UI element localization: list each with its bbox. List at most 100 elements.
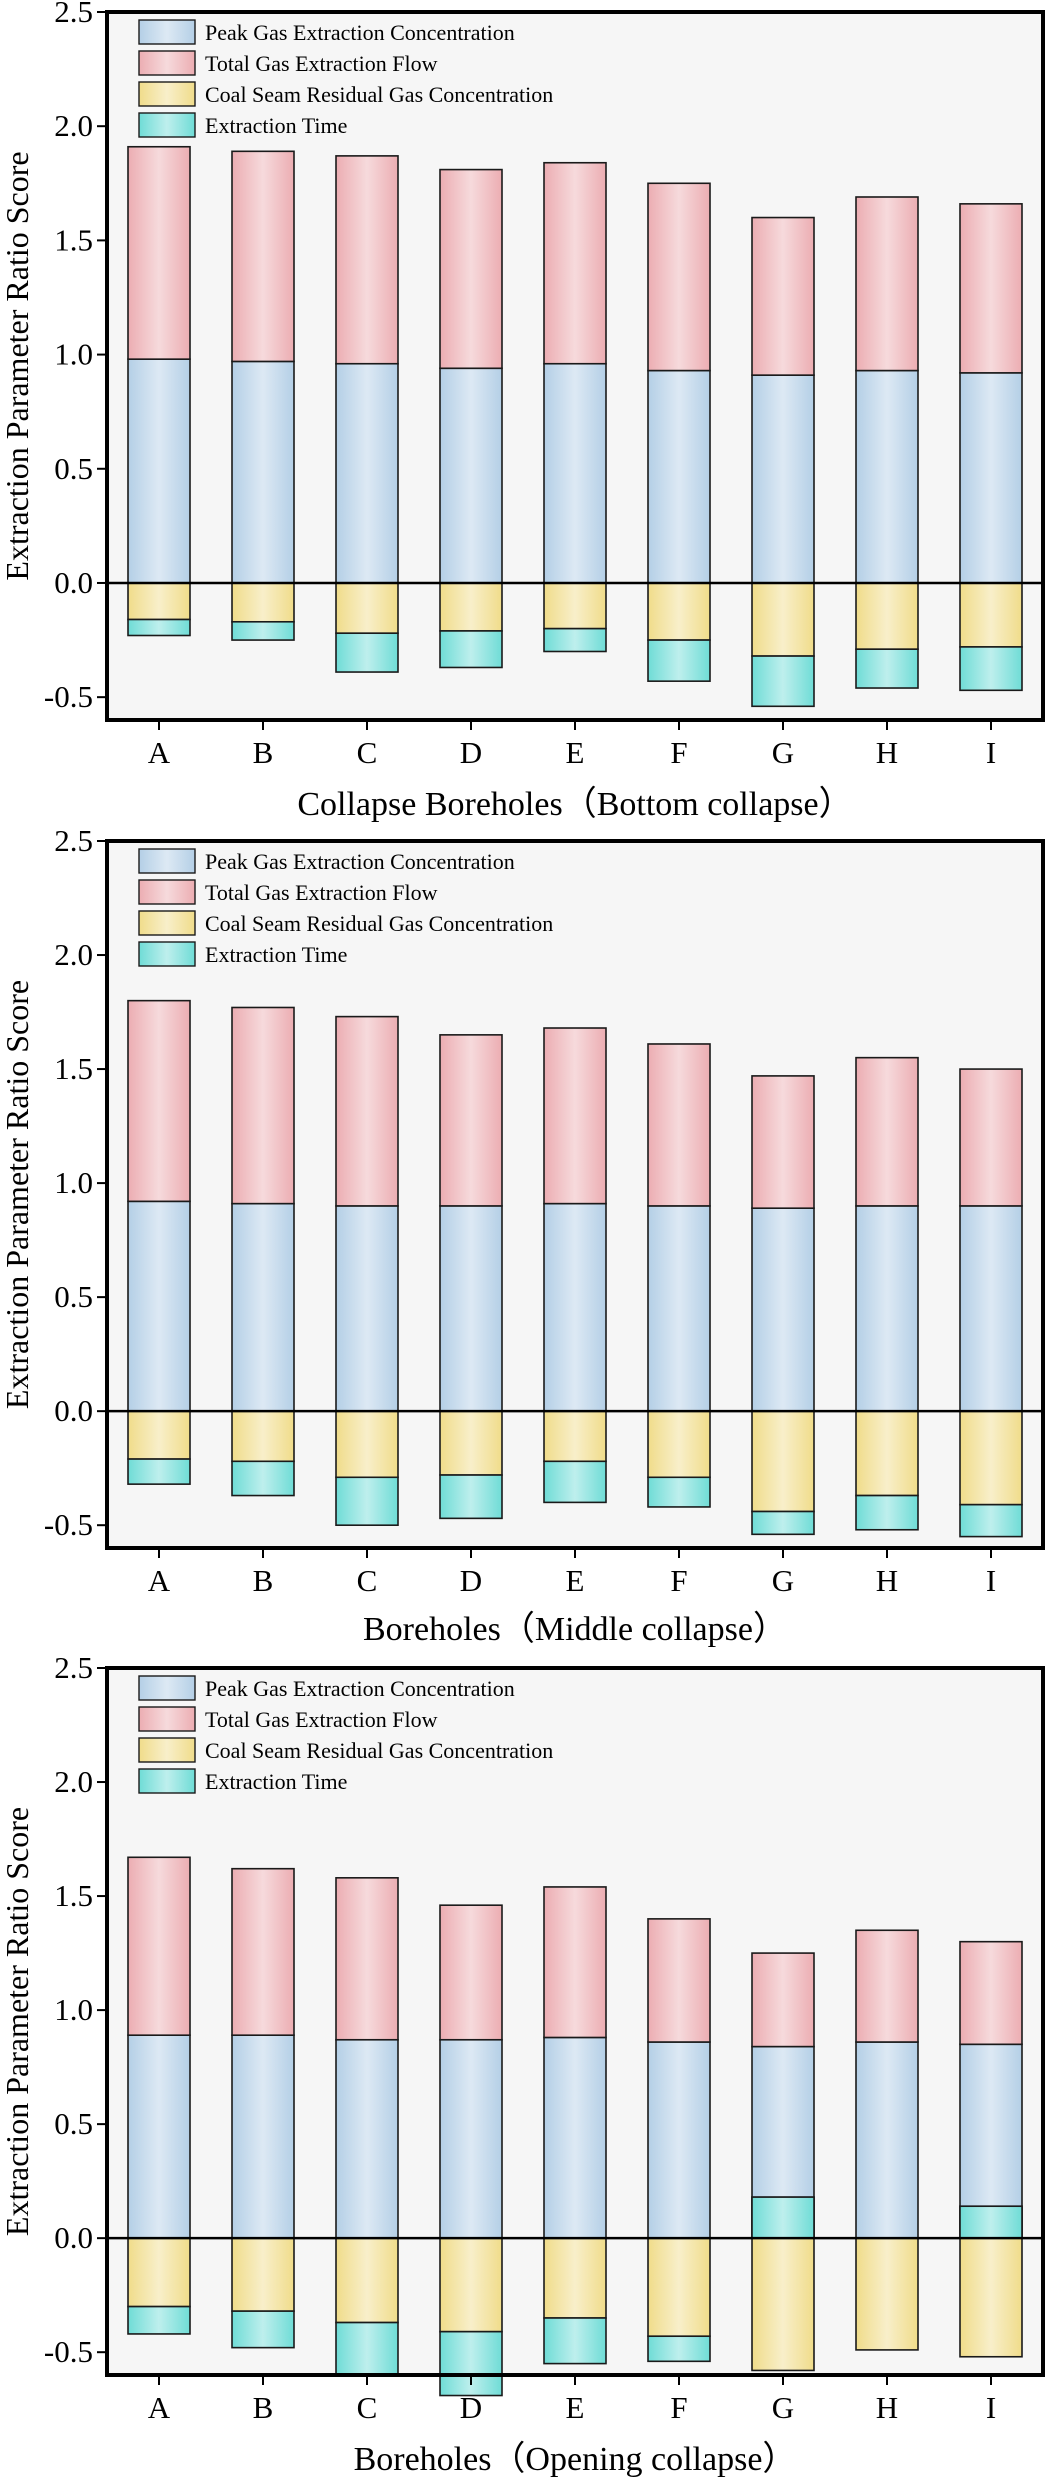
legend-label-2: Total Gas Extraction Flow bbox=[205, 1707, 438, 1732]
x-tick-label: G bbox=[772, 735, 794, 770]
legend-label-1: Peak Gas Extraction Concentration bbox=[205, 1676, 515, 1701]
bar-A-series-3 bbox=[127, 582, 191, 621]
legend-swatch-1 bbox=[138, 848, 196, 874]
bar-F-series-3 bbox=[647, 2237, 711, 2338]
x-tick-label: E bbox=[566, 2390, 585, 2425]
x-tick-label: C bbox=[357, 735, 378, 770]
legend-label-1: Peak Gas Extraction Concentration bbox=[205, 849, 515, 874]
legend-swatch-1 bbox=[138, 19, 196, 45]
bar-G-series-1 bbox=[751, 374, 815, 584]
x-tick-label: D bbox=[460, 1563, 482, 1598]
bar-D-series-3 bbox=[439, 582, 503, 632]
bar-I-series-3 bbox=[959, 1410, 1023, 1506]
bar-C-series-1 bbox=[335, 2038, 399, 2239]
y-tick-label: 1.5 bbox=[54, 1878, 93, 1913]
bar-F-series-3 bbox=[647, 582, 711, 641]
bar-A-series-4 bbox=[127, 2305, 191, 2335]
bar-D-series-1 bbox=[439, 2038, 503, 2239]
y-tick-label: -0.5 bbox=[44, 2334, 93, 2369]
bar-B-series-2 bbox=[231, 1006, 295, 1205]
bar-G-series-4 bbox=[751, 655, 815, 708]
x-tick-label: F bbox=[670, 2390, 687, 2425]
x-tick-label: I bbox=[986, 735, 996, 770]
bar-E-series-2 bbox=[543, 161, 607, 365]
bar-B-series-4 bbox=[231, 620, 295, 641]
legend-label-2: Total Gas Extraction Flow bbox=[205, 51, 438, 76]
bar-F-series-1 bbox=[647, 369, 711, 584]
bar-A-series-2 bbox=[127, 145, 191, 360]
legend-swatch-1 bbox=[138, 1675, 196, 1701]
x-axis-label: Boreholes（Opening collapse） bbox=[354, 2440, 797, 2478]
bar-H-series-2 bbox=[855, 196, 919, 372]
bar-B-series-1 bbox=[231, 360, 295, 584]
bar-D-series-3 bbox=[439, 1410, 503, 1476]
x-axis-label: Boreholes（Middle collapse） bbox=[363, 1610, 787, 1648]
x-tick-label: A bbox=[148, 2390, 171, 2425]
x-tick-label: D bbox=[460, 2390, 482, 2425]
x-tick-label: H bbox=[876, 1563, 898, 1598]
bar-A-series-3 bbox=[127, 2237, 191, 2308]
bar-F-series-1 bbox=[647, 2041, 711, 2239]
bar-G-series-4 bbox=[751, 1510, 815, 1536]
legend-swatch-3 bbox=[138, 1737, 196, 1763]
bar-C-series-3 bbox=[335, 2237, 399, 2324]
bar-H-series-2 bbox=[855, 1056, 919, 1207]
bar-F-series-2 bbox=[647, 1043, 711, 1207]
bar-E-series-1 bbox=[543, 2036, 607, 2239]
bar-B-series-2 bbox=[231, 1867, 295, 2036]
legend-label-2: Total Gas Extraction Flow bbox=[205, 880, 438, 905]
x-tick-label: B bbox=[253, 735, 274, 770]
x-tick-label: B bbox=[253, 1563, 274, 1598]
bar-I-extraction-time-positive bbox=[959, 2205, 1023, 2239]
x-tick-label: I bbox=[986, 1563, 996, 1598]
y-tick-label: 1.5 bbox=[54, 222, 93, 257]
x-tick-label: D bbox=[460, 735, 482, 770]
bar-I-series-1 bbox=[959, 372, 1023, 584]
bar-E-series-4 bbox=[543, 2317, 607, 2365]
bar-E-series-4 bbox=[543, 627, 607, 653]
bar-C-series-1 bbox=[335, 1205, 399, 1412]
y-tick-label: 0.5 bbox=[54, 2106, 93, 2141]
bar-I-series-1 bbox=[959, 1205, 1023, 1412]
bar-I-series-2 bbox=[959, 1068, 1023, 1207]
bar-I-series-4 bbox=[959, 1503, 1023, 1538]
bar-H-series-3 bbox=[855, 1410, 919, 1497]
bar-F-series-4 bbox=[647, 1476, 711, 1508]
y-tick-label: 0.0 bbox=[54, 1393, 93, 1428]
x-axis-label: Collapse Boreholes（Bottom collapse） bbox=[297, 785, 852, 823]
bar-F-series-1 bbox=[647, 1205, 711, 1412]
bar-G-series-3 bbox=[751, 2237, 815, 2372]
bar-G-series-2 bbox=[751, 1075, 815, 1209]
bar-E-series-2 bbox=[543, 1027, 607, 1205]
bar-F-series-2 bbox=[647, 1918, 711, 2043]
bar-I-series-4 bbox=[959, 646, 1023, 692]
legend-swatch-4 bbox=[138, 1768, 196, 1794]
bar-C-series-3 bbox=[335, 582, 399, 635]
x-tick-label: I bbox=[986, 2390, 996, 2425]
y-tick-label: 2.5 bbox=[54, 0, 93, 29]
bar-H-series-4 bbox=[855, 648, 919, 689]
legend-swatch-3 bbox=[138, 81, 196, 107]
bar-D-series-2 bbox=[439, 1904, 503, 2041]
bar-D-series-3 bbox=[439, 2237, 503, 2333]
bar-A-series-2 bbox=[127, 999, 191, 1203]
x-tick-label: C bbox=[357, 1563, 378, 1598]
x-tick-label: H bbox=[876, 735, 898, 770]
legend-swatch-2 bbox=[138, 879, 196, 905]
bar-H-series-2 bbox=[855, 1929, 919, 2043]
chart-panel-3: A B C D E F G H I 2.5 2.0 1.5 1.0 0.5 0.0 -0.5 Extractio… bbox=[0, 1650, 1045, 2478]
legend-swatch-4 bbox=[138, 112, 196, 138]
bar-B-series-3 bbox=[231, 582, 295, 623]
bar-E-series-3 bbox=[543, 2237, 607, 2319]
plot-frame bbox=[105, 1666, 1045, 2377]
bar-I-series-2 bbox=[959, 1940, 1023, 2046]
y-axis-label: Extraction Parameter Ratio Score bbox=[0, 1807, 35, 2236]
bar-A-series-1 bbox=[127, 2034, 191, 2239]
bar-G-series-1 bbox=[751, 1207, 815, 1412]
legend-swatch-4 bbox=[138, 941, 196, 967]
bar-G-series-2 bbox=[751, 216, 815, 376]
bar-A-series-1 bbox=[127, 358, 191, 584]
y-tick-label: 1.0 bbox=[54, 337, 93, 372]
bar-E-series-2 bbox=[543, 1886, 607, 2039]
